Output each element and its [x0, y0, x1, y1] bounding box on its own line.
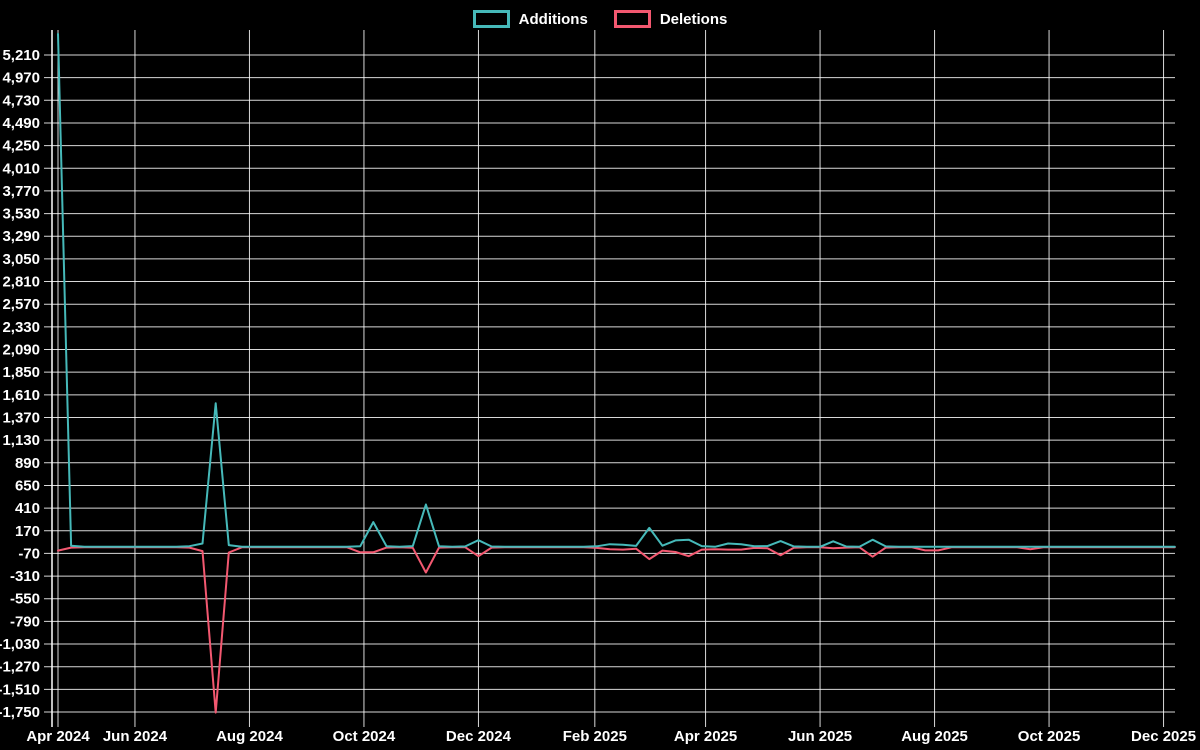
y-tick-label: 4,250: [2, 138, 40, 155]
y-tick-label: 2,090: [2, 342, 40, 359]
y-tick-label: 4,010: [2, 160, 40, 177]
x-tick-label: Jun 2025: [788, 728, 852, 745]
y-tick-label: 3,050: [2, 251, 40, 268]
y-tick-label: -550: [10, 591, 40, 608]
x-tick-label: Feb 2025: [563, 728, 627, 745]
y-tick-label: 5,210: [2, 47, 40, 64]
x-tick-label: Aug 2025: [901, 728, 968, 745]
y-tick-label: -1,750: [0, 704, 40, 721]
x-tick-label: Jun 2024: [103, 728, 168, 745]
y-tick-label: 2,330: [2, 319, 40, 336]
x-tick-label: Aug 2024: [216, 728, 283, 745]
y-tick-label: -1,270: [0, 659, 40, 676]
y-tick-label: -1,030: [0, 636, 40, 653]
y-tick-label: 1,370: [2, 409, 40, 426]
legend-item-deletions[interactable]: Deletions: [613, 10, 728, 28]
x-tick-label: Apr 2024: [26, 728, 90, 745]
legend-item-additions[interactable]: Additions: [472, 10, 588, 28]
x-tick-label: Dec 2025: [1131, 728, 1196, 745]
y-tick-label: 410: [15, 500, 40, 517]
y-tick-label: 3,530: [2, 206, 40, 223]
y-tick-label: 890: [15, 455, 40, 472]
additions-line: [57, 32, 1176, 548]
y-tick-label: 1,610: [2, 387, 40, 404]
y-tick-label: 3,290: [2, 228, 40, 245]
additions-swatch-icon: [472, 10, 510, 28]
y-tick-label: 3,770: [2, 183, 40, 200]
x-tick-label: Oct 2025: [1018, 728, 1081, 745]
deletions-swatch-icon: [613, 10, 651, 28]
y-tick-label: 4,730: [2, 92, 40, 109]
legend-label-additions: Additions: [518, 10, 588, 28]
deletions-line: [57, 546, 1176, 714]
y-tick-label: 4,490: [2, 115, 40, 132]
y-tick-label: 1,130: [2, 432, 40, 449]
y-tick-label: 170: [15, 523, 40, 540]
y-tick-label: -1,510: [0, 681, 40, 698]
y-tick-label: 4,970: [2, 70, 40, 87]
y-tick-label: 650: [15, 477, 40, 494]
chart-legend: Additions Deletions: [0, 8, 1200, 30]
x-tick-label: Dec 2024: [446, 728, 512, 745]
y-tick-label: -790: [10, 613, 40, 630]
y-tick-label: -310: [10, 568, 40, 585]
x-tick-label: Apr 2025: [674, 728, 737, 745]
x-tick-label: Oct 2024: [333, 728, 396, 745]
y-tick-label: 1,850: [2, 364, 40, 381]
y-tick-label: 2,570: [2, 296, 40, 313]
y-tick-label: -70: [18, 545, 40, 562]
y-tick-label: 2,810: [2, 274, 40, 291]
legend-label-deletions: Deletions: [659, 10, 728, 28]
